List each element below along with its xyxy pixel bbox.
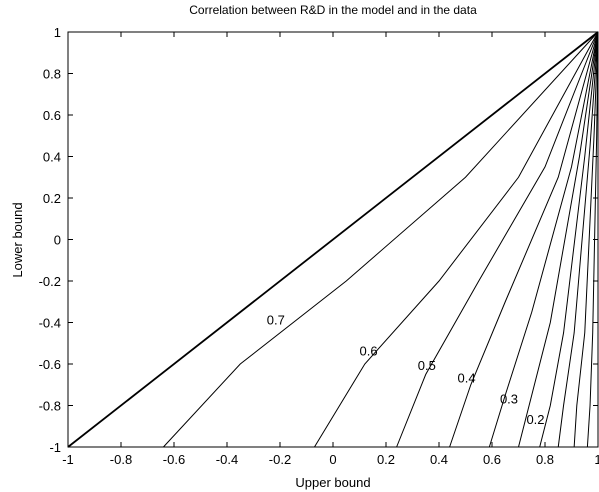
x-tick-label: -0.6 [163,452,185,467]
y-axis-title: Lower bound [10,202,25,277]
contour-level-label: 0.5 [418,358,436,373]
x-tick-label: -0.4 [216,452,238,467]
contour-level-label: 0.3 [500,391,518,406]
contour-line [449,31,599,448]
contour-line [67,31,599,448]
x-tick-label: 0.2 [377,452,395,467]
x-tick-label: -0.2 [269,452,291,467]
y-tick-label: 1 [54,25,61,40]
x-tick-label: -0.8 [110,452,132,467]
x-tick-label: 1 [594,452,599,467]
y-tick-label: 0 [54,233,61,248]
chart-title: Correlation between R&D in the model and… [189,3,477,17]
y-tick-label: 0.4 [43,150,61,165]
y-tick-label: -0.2 [39,274,61,289]
y-tick-label: -0.8 [39,399,61,414]
x-tick-label: 0.6 [483,452,501,467]
contour-line [557,31,599,448]
y-tick-label: -0.6 [39,357,61,372]
contour-level-label: 0.6 [360,344,378,359]
y-tick-label: 0.2 [43,191,61,206]
y-tick-label: -1 [49,440,61,455]
contour-line [518,31,599,448]
contour-line [163,31,599,448]
contour-line [586,31,599,448]
y-tick-label: 0.6 [43,108,61,123]
x-axis-title: Upper bound [295,475,370,490]
contour-line [314,31,599,448]
plot-area: -1 -0.8 -0.6 -0.4 -0.2 0 0.2 0.4 0.6 0.8 1 1 0.8 0.6 0… [39,25,599,467]
contour-level-label: 0.4 [458,371,476,386]
x-tick-label: 0.4 [430,452,448,467]
y-tick-label: 0.8 [43,67,61,82]
contour-level-label: 0.7 [267,313,285,328]
contour-line [396,31,599,448]
x-tick-label: 0 [329,452,336,467]
contour-line [488,31,599,448]
y-tick-label: -0.4 [39,316,61,331]
x-tick-label: -1 [62,452,74,467]
x-tick-label: 0.8 [536,452,554,467]
contour-level-label: 0.2 [526,412,544,427]
contour-line [573,31,599,448]
contour-line [539,31,599,448]
